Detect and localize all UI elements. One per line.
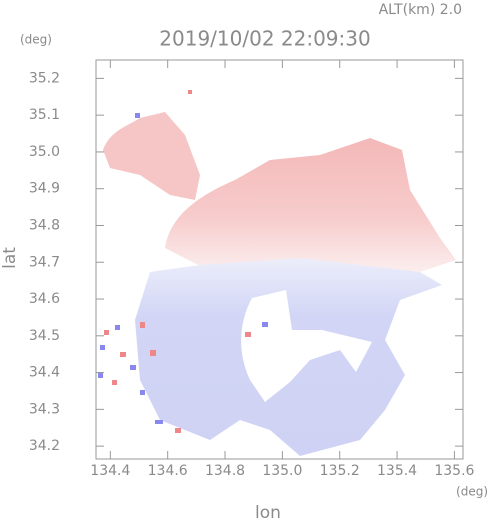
y-tick-label: 34.3 xyxy=(29,401,60,417)
y-tick-label: 34.7 xyxy=(29,254,60,270)
x-tick-label: 134.8 xyxy=(205,463,245,479)
y-tick-label: 35.0 xyxy=(29,144,60,160)
y-tick-label: 34.8 xyxy=(29,217,60,233)
y-tick-label: 34.6 xyxy=(29,291,60,307)
y-unit: (deg) xyxy=(20,33,52,47)
y-tick-label: 34.2 xyxy=(29,438,60,454)
x-axis-label: lon xyxy=(255,503,281,521)
x-tick-label: 135.2 xyxy=(320,463,360,479)
x-tick-label: 135.0 xyxy=(262,463,302,479)
x-tick-label: 134.6 xyxy=(148,463,188,479)
y-tick-label: 34.5 xyxy=(29,328,60,344)
y-tick-label: 34.9 xyxy=(29,181,60,197)
echo xyxy=(98,90,456,456)
plot-frame xyxy=(95,59,464,460)
subtitle: ALT(km) 2.0 xyxy=(379,2,462,18)
x-tick-label: 134.4 xyxy=(90,463,130,479)
chart-title: 2019/10/02 22:09:30 xyxy=(159,27,370,51)
x-unit: (deg) xyxy=(456,485,488,499)
y-tick-label: 34.4 xyxy=(29,365,60,381)
x-tick-label: 135.6 xyxy=(434,463,474,479)
y-tick-label: 35.2 xyxy=(29,70,60,86)
x-tick-label: 135.4 xyxy=(377,463,417,479)
y-tick-label: 35.1 xyxy=(29,107,60,123)
y-axis-label: lat xyxy=(0,247,20,269)
